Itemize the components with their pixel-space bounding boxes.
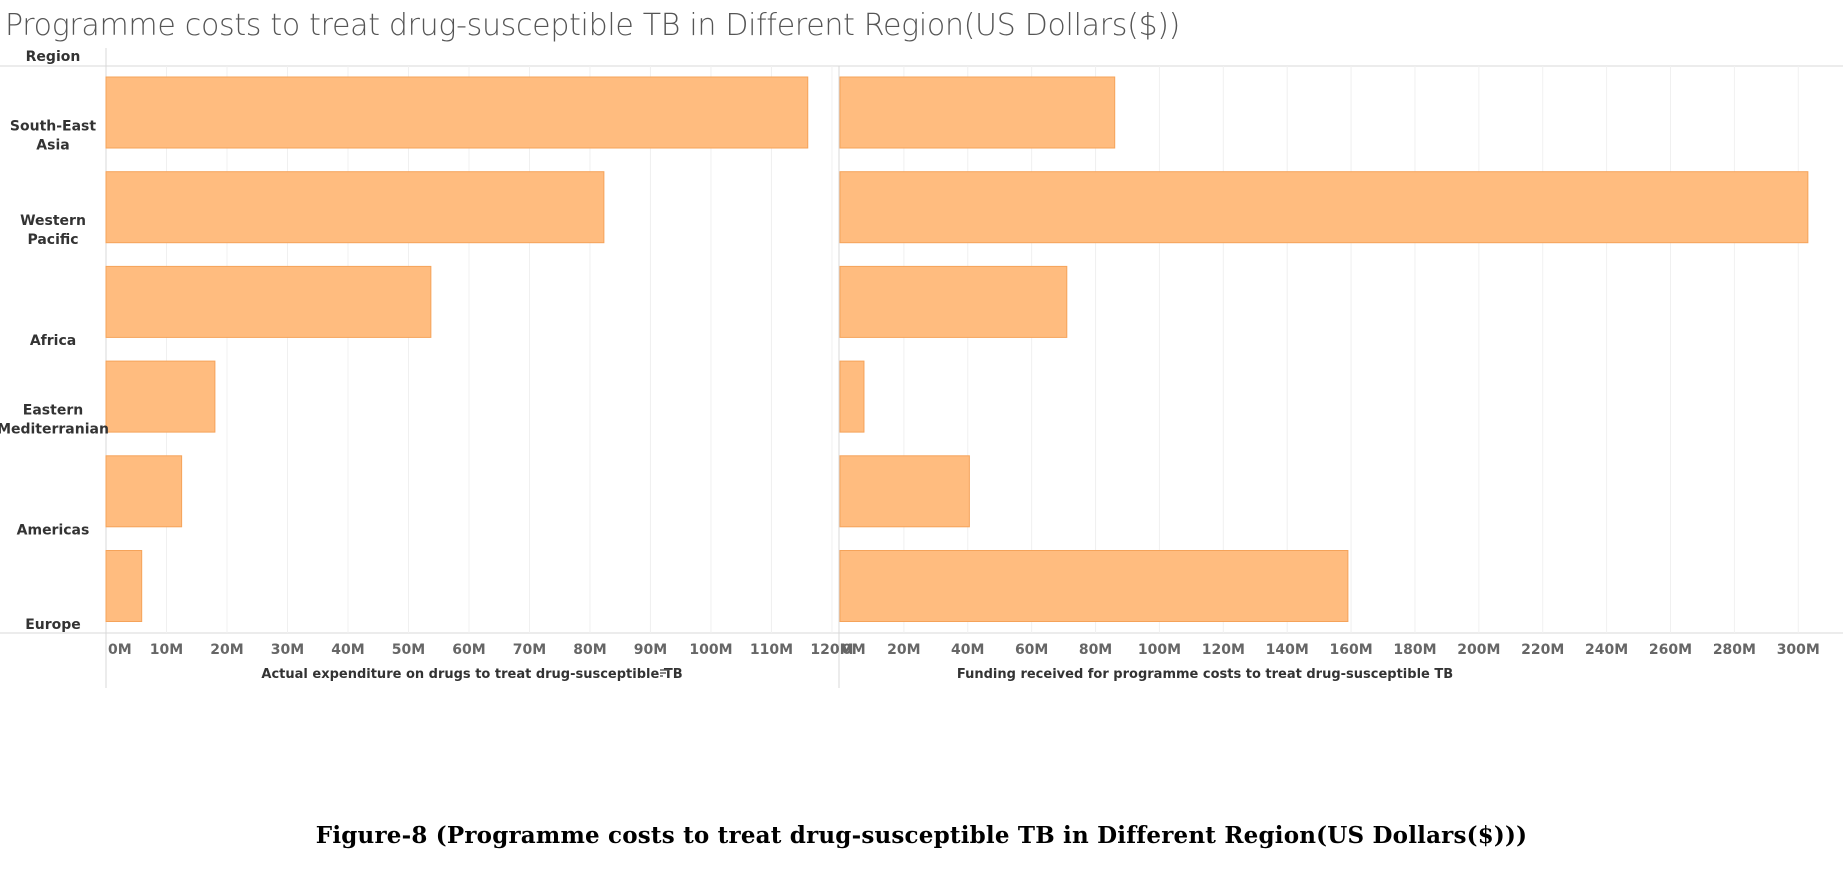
x-tick-label: 10M	[150, 642, 183, 658]
x-tick-label: 20M	[210, 642, 243, 658]
row-header: Region	[26, 49, 81, 65]
x-tick-label: 200M	[1457, 642, 1500, 658]
chart-title: Programme costs to treat drug-susceptibl…	[5, 8, 1181, 43]
x-tick-label: 100M	[689, 642, 732, 658]
x-tick-label: 140M	[1266, 642, 1309, 658]
x-tick-label: 40M	[331, 642, 364, 658]
bar	[839, 455, 970, 528]
x-tick-label: 20M	[887, 642, 920, 658]
category-label: South-East	[10, 119, 96, 135]
bar	[105, 171, 605, 244]
bar	[839, 76, 1116, 149]
x-tick-label: 280M	[1713, 642, 1756, 658]
x-tick-label: 40M	[951, 642, 984, 658]
bar-chart: Region 0M 10M 20M 30M 40M 50M 60M 70M 80M 90M 100M 1…	[0, 48, 1843, 688]
category-label: Europe	[25, 617, 81, 633]
category-label: Asia	[36, 138, 69, 154]
x-tick-label: 160M	[1330, 642, 1373, 658]
x-tick-label: 180M	[1393, 642, 1436, 658]
x-tick-label: 30M	[271, 642, 304, 658]
bar	[839, 360, 865, 433]
x-tick-label: 0M	[108, 642, 132, 658]
x-tick-label: 80M	[573, 642, 606, 658]
x-tick-label: 60M	[452, 642, 485, 658]
x-axis-label: Actual expenditure on drugs to treat dru…	[261, 667, 682, 682]
x-tick-label: 240M	[1585, 642, 1628, 658]
x-tick-label: 260M	[1649, 642, 1692, 658]
bar	[105, 360, 216, 433]
bar	[105, 455, 183, 528]
category-label: Eastern	[23, 403, 83, 419]
bar	[105, 265, 432, 338]
bar	[839, 550, 1349, 622]
category-label: Pacific	[27, 232, 78, 248]
category-label: Mediterranian	[0, 422, 109, 438]
x-tick-label: 220M	[1521, 642, 1564, 658]
x-tick-label: 70M	[513, 642, 546, 658]
x-tick-label: 300M	[1777, 642, 1820, 658]
x-tick-label: 0M	[842, 642, 866, 658]
bar	[839, 265, 1068, 338]
bar	[105, 76, 809, 149]
x-axis-label: Funding received for programme costs to …	[957, 667, 1453, 682]
bar	[105, 550, 143, 622]
x-tick-label: 120M	[810, 642, 853, 658]
x-tick-label: 90M	[634, 642, 667, 658]
bar	[839, 171, 1809, 244]
figure-caption: Figure-8 (Programme costs to treat drug-…	[315, 822, 1528, 849]
x-tick-label: 80M	[1079, 642, 1112, 658]
x-tick-label: 60M	[1015, 642, 1048, 658]
x-tick-label: 110M	[750, 642, 793, 658]
x-tick-label: 50M	[392, 642, 425, 658]
category-label: Americas	[17, 523, 90, 539]
x-tick-label: 100M	[1138, 642, 1181, 658]
category-label: Western	[20, 213, 86, 229]
x-tick-label: 120M	[1202, 642, 1245, 658]
category-label: Africa	[30, 333, 76, 349]
